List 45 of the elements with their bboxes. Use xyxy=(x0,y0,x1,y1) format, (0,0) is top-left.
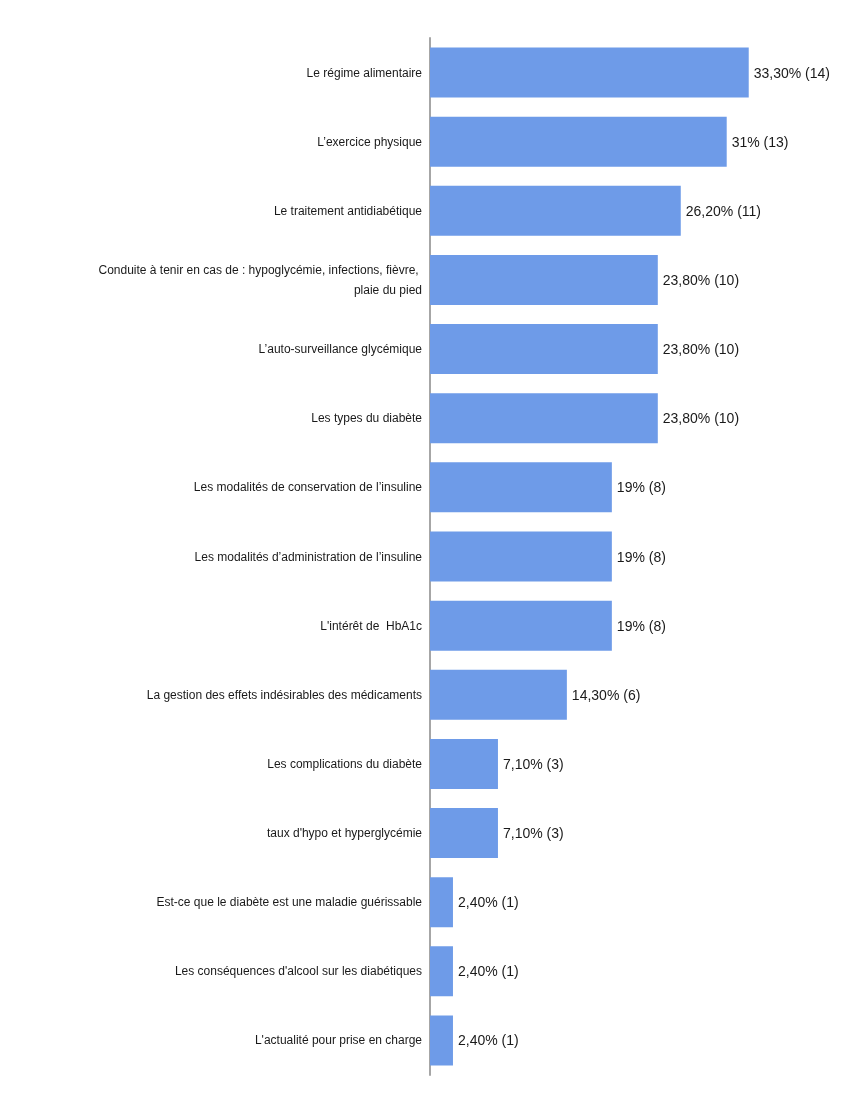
bar xyxy=(430,600,612,651)
y-tick-label: Les modalités de conservation de l’insuline xyxy=(193,480,423,495)
data-label: 19% (8) xyxy=(616,479,666,496)
bar xyxy=(430,669,567,720)
y-tick-label: Les complications du diabète xyxy=(267,756,423,771)
data-label: 19% (8) xyxy=(616,548,666,565)
data-label: 2,40% (1) xyxy=(457,894,519,911)
data-label: 2,40% (1) xyxy=(457,1032,519,1049)
y-tick-label: Les conséquences d'alcool sur les diabétiques xyxy=(174,964,422,979)
data-label: 14,30% (6) xyxy=(571,686,641,703)
y-tick-label: L’exercice physique xyxy=(317,134,423,149)
y-tick-label: La gestion des effets indésirables des médicaments xyxy=(146,687,422,702)
bar xyxy=(430,116,727,167)
y-tick-label: L'intérêt de HbA1c xyxy=(320,618,422,633)
bar xyxy=(430,531,612,582)
bar xyxy=(430,1015,453,1066)
y-tick-label: Les types du diabète xyxy=(311,411,423,426)
data-label: 33,30% (14) xyxy=(753,64,831,81)
data-label: 7,10% (3) xyxy=(502,825,564,842)
bar xyxy=(430,808,498,859)
y-tick-label: Le traitement antidiabétique xyxy=(273,203,423,218)
bar xyxy=(430,47,749,98)
y-tick-label: Est-ce que le diabète est une maladie guérissable xyxy=(156,895,423,910)
bar xyxy=(430,738,498,789)
y-tick-label: Le régime alimentaire xyxy=(306,65,423,80)
y-tick-label: Conduite à tenir en cas de : hypoglycémie, infections, fièvre, plaie du pied xyxy=(98,262,422,297)
y-tick-label: L'actualité pour prise en charge xyxy=(254,1033,423,1048)
bar xyxy=(430,877,453,928)
bar xyxy=(430,462,612,513)
data-label: 2,40% (1) xyxy=(457,963,519,980)
y-tick-label: taux d'hypo et hyperglycémie xyxy=(266,826,423,841)
y-tick-label: L’auto-surveillance glycémique xyxy=(258,342,423,357)
bar xyxy=(430,946,453,997)
data-label: 23,80% (10) xyxy=(662,271,740,288)
bar xyxy=(430,185,681,236)
y-tick-label: Les modalités d’administration de l’insuline xyxy=(194,549,423,564)
data-label: 7,10% (3) xyxy=(502,755,564,772)
data-label: 23,80% (10) xyxy=(662,410,740,427)
data-label: 31% (13) xyxy=(731,133,789,150)
data-label: 23,80% (10) xyxy=(662,341,740,358)
data-label: 26,20% (11) xyxy=(685,202,762,219)
bar xyxy=(430,393,658,444)
bar xyxy=(430,324,658,375)
data-label: 19% (8) xyxy=(616,617,666,634)
bar xyxy=(430,254,658,305)
